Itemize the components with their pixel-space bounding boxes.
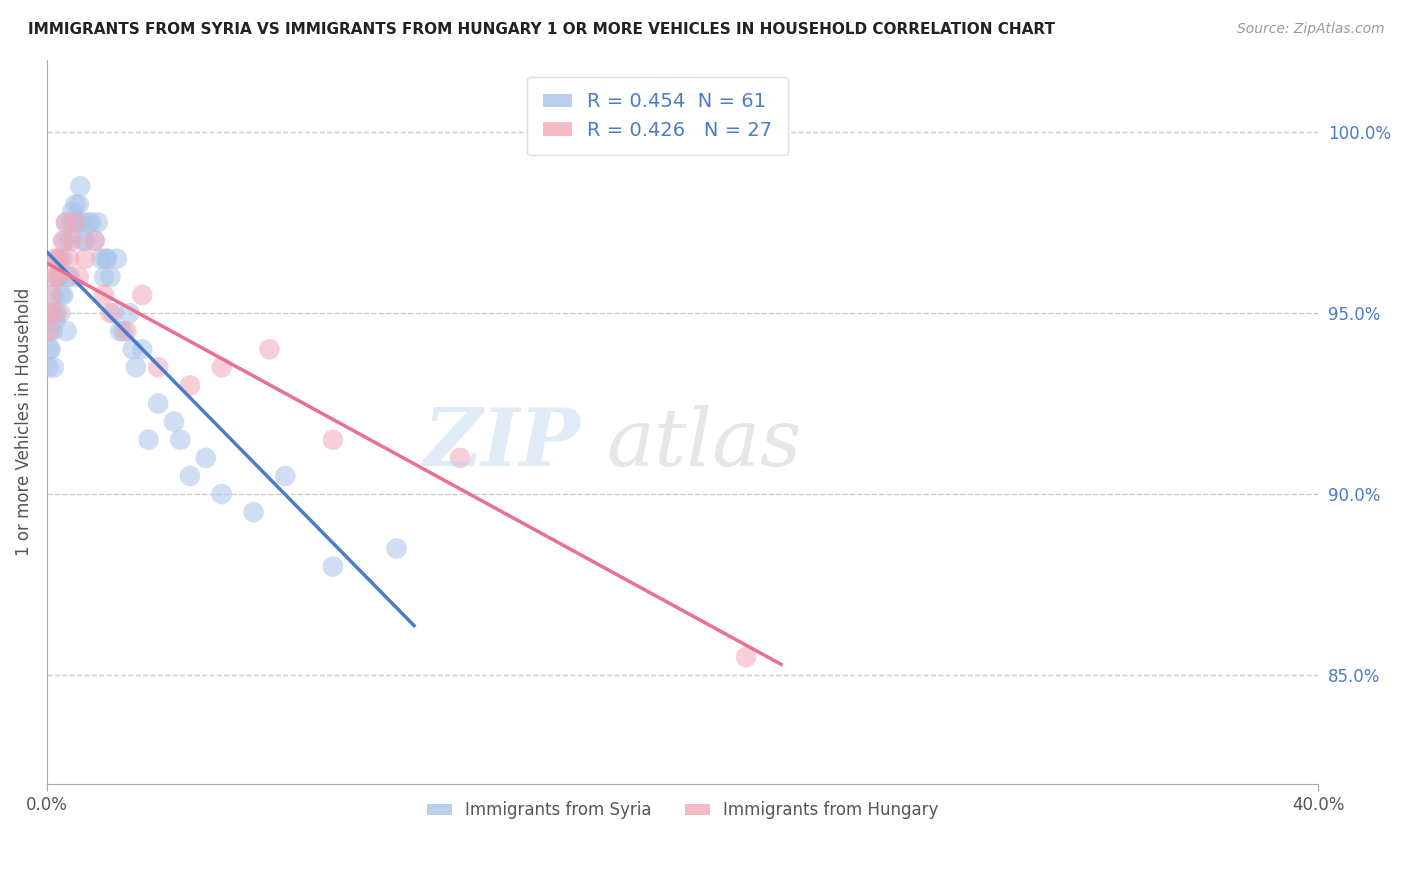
Point [100, 306, 122, 320]
Point [45, 306, 67, 320]
Point [37, 360, 59, 375]
Point [125, 360, 148, 375]
Point [60, 204, 83, 219]
Point [39, 306, 62, 320]
Point [55, 215, 77, 229]
Point [48, 269, 70, 284]
Point [67, 269, 90, 284]
Point [274, 469, 297, 483]
Point [108, 324, 131, 338]
Point [41, 306, 63, 320]
Point [179, 469, 201, 483]
Point [385, 541, 408, 556]
Point [52, 234, 75, 248]
Point [69, 179, 91, 194]
Text: ZIP: ZIP [425, 405, 581, 483]
Point [56, 269, 79, 284]
Point [42, 288, 65, 302]
Point [322, 433, 344, 447]
Point [115, 324, 138, 338]
Point [118, 306, 141, 320]
Point [67, 197, 90, 211]
Point [259, 343, 281, 357]
Point [87, 215, 110, 229]
Point [37, 324, 59, 338]
Point [121, 343, 143, 357]
Point [242, 505, 264, 519]
Point [211, 487, 233, 501]
Point [51, 288, 73, 302]
Point [131, 343, 153, 357]
Point [80, 215, 103, 229]
Point [194, 450, 217, 465]
Point [322, 559, 344, 574]
Point [146, 396, 169, 410]
Point [96, 252, 118, 266]
Point [60, 234, 83, 248]
Point [66, 215, 89, 229]
Point [39, 324, 62, 338]
Point [46, 252, 69, 266]
Point [52, 252, 75, 266]
Point [65, 215, 87, 229]
Point [73, 252, 96, 266]
Point [49, 306, 72, 320]
Point [449, 450, 471, 465]
Text: atlas: atlas [606, 405, 801, 483]
Point [735, 650, 758, 665]
Point [58, 234, 80, 248]
Point [103, 306, 125, 320]
Point [45, 313, 67, 327]
Point [146, 360, 169, 375]
Point [42, 269, 65, 284]
Point [53, 234, 76, 248]
Text: Source: ZipAtlas.com: Source: ZipAtlas.com [1237, 22, 1385, 37]
Point [44, 252, 66, 266]
Point [72, 234, 94, 248]
Point [112, 324, 135, 338]
Point [58, 252, 80, 266]
Point [179, 378, 201, 392]
Point [83, 234, 105, 248]
Point [90, 252, 112, 266]
Point [59, 215, 82, 229]
Text: IMMIGRANTS FROM SYRIA VS IMMIGRANTS FROM HUNGARY 1 OR MORE VEHICLES IN HOUSEHOLD: IMMIGRANTS FROM SYRIA VS IMMIGRANTS FROM… [28, 22, 1054, 37]
Legend: Immigrants from Syria, Immigrants from Hungary: Immigrants from Syria, Immigrants from H… [420, 795, 945, 826]
Point [77, 215, 100, 229]
Point [131, 288, 153, 302]
Point [105, 252, 128, 266]
Point [73, 234, 96, 248]
Point [138, 433, 160, 447]
Point [55, 215, 77, 229]
Point [39, 343, 62, 357]
Point [70, 215, 93, 229]
Point [44, 306, 66, 320]
Point [59, 269, 82, 284]
Point [42, 360, 65, 375]
Point [169, 433, 191, 447]
Point [94, 252, 117, 266]
Point [83, 234, 105, 248]
Point [46, 269, 69, 284]
Point [100, 269, 122, 284]
Point [41, 324, 63, 338]
Point [38, 343, 60, 357]
Point [55, 324, 77, 338]
Point [211, 360, 233, 375]
Point [48, 252, 70, 266]
Point [63, 215, 86, 229]
Y-axis label: 1 or more Vehicles in Household: 1 or more Vehicles in Household [15, 287, 32, 556]
Point [93, 288, 115, 302]
Point [93, 269, 115, 284]
Point [45, 269, 67, 284]
Point [52, 288, 75, 302]
Point [65, 197, 87, 211]
Point [163, 415, 186, 429]
Point [41, 288, 63, 302]
